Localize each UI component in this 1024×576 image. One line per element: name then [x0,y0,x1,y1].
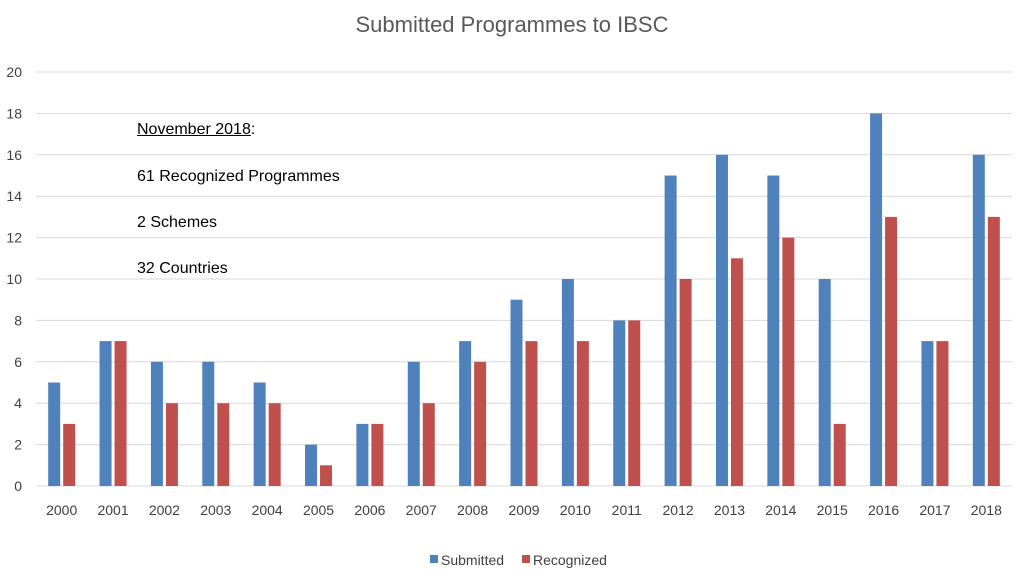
bar-submitted-2012 [664,175,677,486]
x-tick-label: 2007 [406,502,437,518]
bar-recognized-2002 [165,403,178,486]
gridlines [36,71,1012,487]
bar-recognized-2000 [63,423,76,486]
annotation-line-countries: 32 Countries [137,260,228,277]
y-tick-label: 12 [6,230,22,246]
bar-recognized-2015 [833,423,846,486]
bar-submitted-2011 [613,320,626,486]
annotation-heading: November 2018: [137,121,255,139]
bar-submitted-2004 [253,382,266,486]
y-axis-ticks: 0 2 4 6 8 10 12 14 16 18 20 [6,64,22,494]
bar-recognized-2014 [782,237,795,486]
bar-submitted-2002 [150,361,163,486]
annotation-line-schemes: 2 Schemes [137,214,218,231]
x-tick-label: 2013 [714,502,745,518]
bar-recognized-2010 [576,341,589,486]
x-tick-label: 2008 [457,502,488,518]
bar-recognized-2009 [525,341,538,486]
bar-recognized-2007 [422,403,435,486]
x-tick-label: 2003 [200,502,231,518]
y-tick-label: 16 [6,147,22,163]
x-tick-label: 2004 [252,502,283,518]
legend-label-recognized: Recognized [533,552,607,568]
bar-recognized-2004 [268,403,281,486]
bar-submitted-2018 [972,154,985,487]
y-tick-label: 18 [6,105,22,121]
x-axis-ticks: 2000 2001 2002 2003 2004 2005 2006 2007 2008 2009… [46,502,1002,518]
x-tick-label: 2000 [46,502,77,518]
bar-recognized-2008 [474,361,487,486]
bar-recognized-2005 [320,465,333,486]
bar-recognized-2003 [217,403,230,486]
bar-submitted-2008 [459,341,472,486]
legend-label-submitted: Submitted [441,552,504,568]
y-tick-label: 10 [6,271,22,287]
bar-submitted-2001 [99,341,112,486]
x-tick-label: 2017 [919,502,950,518]
y-tick-label: 20 [6,64,22,80]
bar-submitted-2010 [561,279,574,486]
annotation-date: November 2018 [137,121,251,138]
bar-submitted-2013 [715,154,728,487]
y-tick-label: 6 [14,354,22,370]
legend-swatch-submitted [430,555,438,563]
bar-submitted-2007 [407,361,420,486]
y-tick-label: 0 [14,478,22,494]
bar-submitted-2009 [510,299,523,486]
y-tick-label: 8 [14,312,22,328]
bar-submitted-2000 [48,382,61,486]
legend: Submitted Recognized [430,552,607,568]
x-tick-label: 2002 [149,502,180,518]
x-tick-label: 2012 [663,502,694,518]
bar-recognized-2011 [628,320,641,486]
y-tick-label: 2 [14,437,22,453]
bar-recognized-2016 [885,216,898,486]
bar-submitted-2005 [305,444,318,486]
x-tick-label: 2009 [508,502,539,518]
bar-submitted-2014 [767,175,780,486]
x-tick-label: 2018 [971,502,1002,518]
bar-recognized-2018 [987,216,1000,486]
bar-submitted-2006 [356,423,369,486]
chart-title: Submitted Programmes to IBSC [355,12,668,37]
annotation-line-programmes: 61 Recognized Programmes [137,168,340,185]
x-tick-label: 2001 [97,502,128,518]
y-tick-label: 4 [14,395,22,411]
bar-recognized-2001 [114,341,127,486]
bars [48,113,1000,487]
y-tick-label: 14 [6,188,22,204]
bar-recognized-2013 [730,258,743,486]
x-tick-label: 2005 [303,502,334,518]
bar-submitted-2015 [818,279,831,486]
bar-recognized-2012 [679,279,692,486]
annotation-colon: : [250,121,256,138]
bar-recognized-2006 [371,423,384,486]
x-tick-label: 2010 [560,502,591,518]
bar-recognized-2017 [936,341,949,486]
x-tick-label: 2015 [817,502,848,518]
x-tick-label: 2006 [354,502,385,518]
bar-submitted-2016 [870,113,883,487]
bar-submitted-2017 [921,341,934,486]
bar-submitted-2003 [202,361,215,486]
x-tick-label: 2016 [868,502,899,518]
x-tick-label: 2011 [612,502,642,518]
legend-swatch-recognized [522,555,530,563]
x-tick-label: 2014 [765,502,796,518]
